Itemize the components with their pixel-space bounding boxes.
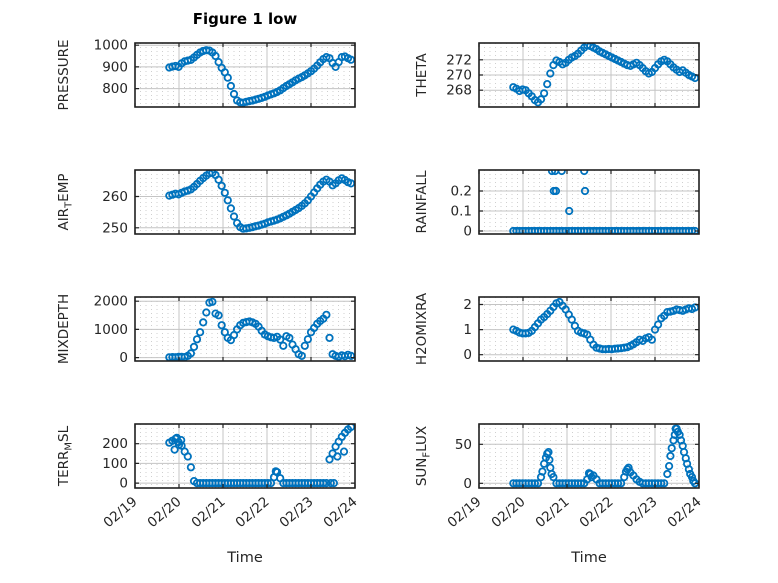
subplot-air-temp: 250 260 AIRTEMP (56, 169, 356, 236)
subplot-mixdepth: 0 1000 2000 MIXDEPTH (56, 294, 356, 366)
x-tick-label: 02/23 (620, 494, 660, 531)
axes-box (478, 423, 700, 489)
y-axis-label: AIRTEMP (56, 173, 75, 230)
major-grid (135, 424, 355, 488)
y-tick-label: 260 (102, 189, 128, 205)
axes-box (478, 169, 700, 235)
y-tick-label: 270 (446, 68, 472, 84)
x-tick-label: 02/24 (320, 494, 360, 531)
data-points (165, 170, 355, 233)
axes-box (134, 423, 356, 489)
data-points (165, 297, 355, 361)
minor-grid (484, 170, 694, 234)
y-axis-label: SUNFLUX (414, 426, 433, 486)
x-tick-label: 02/21 (532, 494, 572, 531)
axes-box (134, 296, 356, 362)
y-tick-label: 0 (463, 347, 472, 363)
subplot-rainfall: 0 0.1 0.2 RAINFALL (414, 169, 700, 240)
axes-box (478, 42, 700, 108)
y-tick-label: 2000 (94, 294, 128, 310)
y-tick-label: 268 (446, 83, 472, 99)
x-tick-label: 02/22 (232, 494, 272, 531)
y-axis-label: TERRMSL (56, 425, 75, 487)
major-grid (479, 170, 699, 234)
y-tick-label: 272 (446, 52, 472, 68)
y-tick-label: 0 (463, 224, 472, 240)
y-axis-label: RAINFALL (414, 170, 430, 233)
axes-box (478, 296, 700, 362)
x-axis-label-left: Time (227, 550, 263, 566)
y-tick-label: 0 (463, 476, 472, 492)
major-grid (479, 297, 699, 361)
y-tick-label: 1000 (94, 38, 128, 54)
data-points (509, 170, 699, 234)
subplot-terr-msl: 0 100 200 02/19 02/20 02/21 02/22 02/23 02/24 TER… (56, 423, 361, 531)
figure-title: Figure 1 low (192, 10, 298, 28)
data-points (509, 424, 699, 488)
x-tick-label: 02/19 (100, 494, 140, 531)
data-points (509, 297, 699, 354)
y-tick-label: 1 (463, 322, 472, 338)
y-tick-label: 0 (119, 476, 128, 492)
y-tick-label: 250 (102, 220, 128, 236)
x-tick-label: 02/22 (576, 494, 616, 531)
x-tick-label: 02/19 (444, 494, 484, 531)
axes-box (134, 169, 356, 235)
y-tick-label: 800 (102, 81, 128, 97)
subplot-sun-flux: 0 50 02/19 02/20 02/21 02/22 02/23 02/24 SUNFLUX (414, 423, 705, 531)
data-points (509, 43, 699, 107)
subplot-pressure: 800 900 1000 PRESSURE (56, 38, 356, 111)
x-tick-label: 02/20 (488, 494, 528, 531)
x-tick-label: 02/24 (664, 494, 704, 531)
subplot-h2omixra: 0 1 2 H2OMIXRA (414, 292, 700, 365)
x-tick-label: 02/23 (276, 494, 316, 531)
y-tick-label: 100 (102, 456, 128, 472)
y-tick-label: 50 (455, 437, 472, 453)
y-tick-label: 900 (102, 59, 128, 75)
data-points (165, 46, 355, 107)
y-tick-label: 0 (119, 350, 128, 366)
x-tick-label: 02/21 (188, 494, 228, 531)
y-tick-label: 200 (102, 436, 128, 452)
y-tick-label: 0.1 (451, 204, 472, 220)
x-tick-label: 02/20 (144, 494, 184, 531)
y-tick-label: 1000 (94, 322, 128, 338)
y-axis-label: MIXDEPTH (56, 294, 72, 364)
major-grid (479, 43, 699, 107)
axes-box (134, 42, 356, 108)
x-axis-label-right: Time (571, 550, 607, 566)
y-tick-label: 2 (463, 297, 472, 313)
y-axis-label: PRESSURE (56, 40, 72, 111)
major-grid (479, 424, 699, 488)
y-axis-label: H2OMIXRA (414, 292, 430, 365)
data-points (165, 424, 355, 488)
y-tick-label: 0.2 (451, 184, 472, 200)
y-axis-label: THETA (414, 53, 430, 98)
